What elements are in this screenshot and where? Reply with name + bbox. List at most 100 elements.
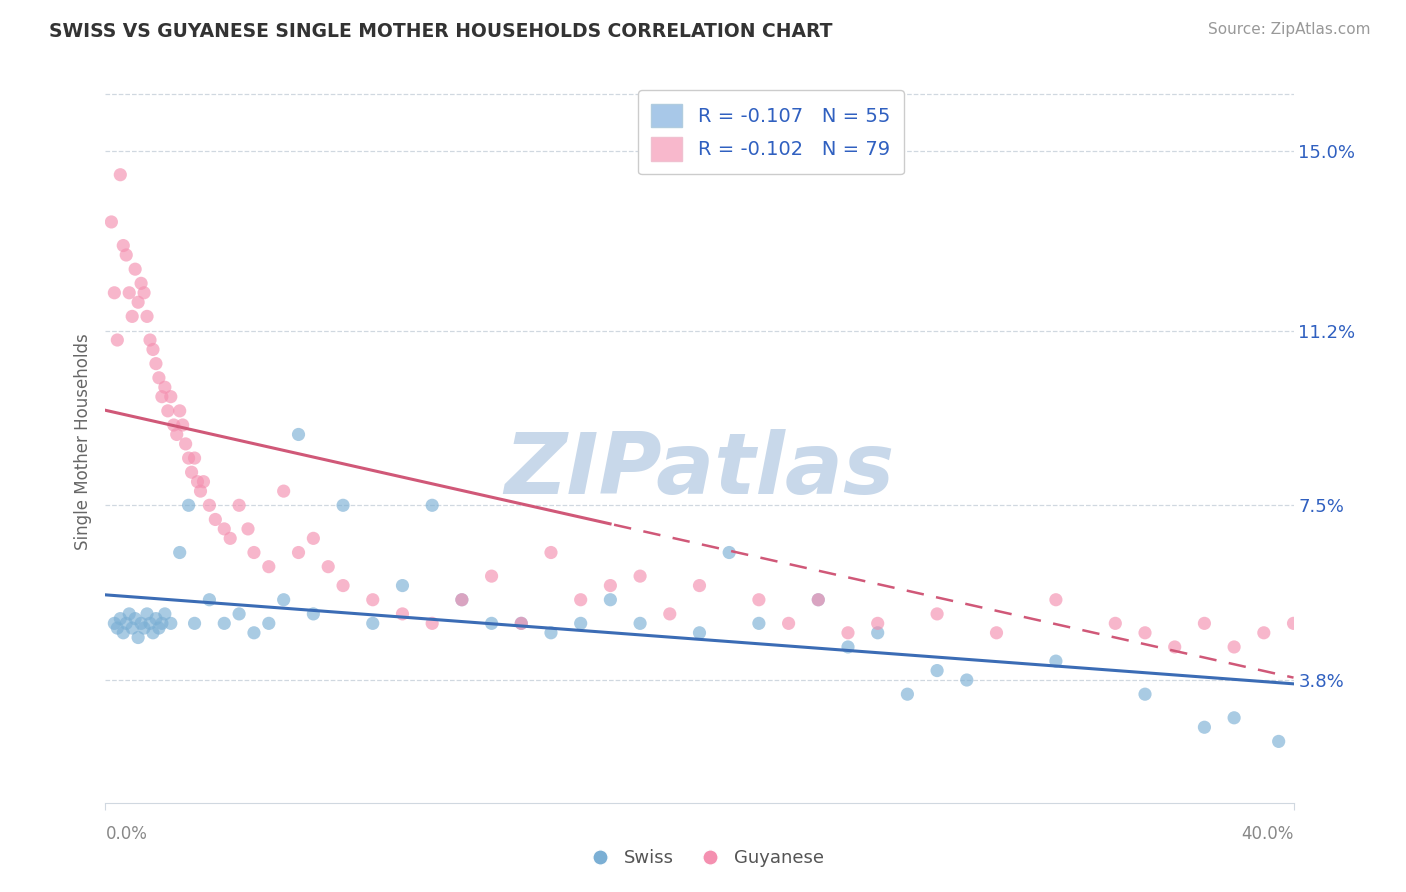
Point (110, 612, 132, 626)
Point (100, 215, 122, 229)
Point (658, 607, 681, 621)
Point (214, 522, 236, 536)
Point (1133, 625, 1156, 640)
Point (159, 390, 181, 404)
Point (628, 569, 651, 583)
Point (228, 498, 250, 512)
Point (718, 545, 741, 559)
Point (1223, 640, 1246, 654)
Point (1104, 616, 1126, 631)
Point (1045, 654, 1067, 668)
Point (748, 592, 770, 607)
Point (121, 621, 143, 635)
Point (148, 621, 170, 635)
Point (132, 285, 155, 300)
Point (450, 592, 472, 607)
Point (778, 616, 800, 631)
Point (956, 673, 979, 687)
Point (257, 559, 280, 574)
Point (112, 625, 135, 640)
Legend: R = -0.107   N = 55, R = -0.102   N = 79: R = -0.107 N = 55, R = -0.102 N = 79 (638, 90, 904, 175)
Point (450, 592, 472, 607)
Point (145, 357, 167, 371)
Point (569, 592, 592, 607)
Point (153, 607, 176, 621)
Point (174, 437, 197, 451)
Point (163, 417, 186, 432)
Point (166, 427, 188, 442)
Point (599, 592, 621, 607)
Point (927, 664, 949, 678)
Point (219, 532, 242, 546)
Point (866, 625, 889, 640)
Point (807, 592, 830, 607)
Point (689, 578, 711, 592)
Point (183, 616, 205, 631)
Point (273, 484, 295, 499)
Point (1341, 640, 1364, 654)
Point (273, 592, 295, 607)
Y-axis label: Single Mother Households: Single Mother Households (75, 334, 93, 549)
Point (1282, 616, 1305, 631)
Point (153, 380, 176, 394)
Point (287, 427, 309, 442)
Point (198, 498, 221, 512)
Point (807, 592, 830, 607)
Point (186, 475, 208, 489)
Point (1045, 592, 1067, 607)
Point (302, 607, 325, 621)
Point (110, 168, 132, 182)
Point (1194, 720, 1216, 734)
Point (127, 295, 149, 310)
Point (540, 545, 562, 559)
Point (115, 248, 138, 262)
Point (132, 621, 155, 635)
Point (837, 625, 859, 640)
Point (689, 625, 711, 640)
Point (183, 451, 205, 466)
Point (316, 559, 339, 574)
Point (136, 607, 159, 621)
Point (129, 277, 152, 291)
Point (190, 484, 212, 499)
Point (129, 616, 152, 631)
Point (748, 616, 770, 631)
Text: SWISS VS GUYANESE SINGLE MOTHER HOUSEHOLDS CORRELATION CHART: SWISS VS GUYANESE SINGLE MOTHER HOUSEHOL… (49, 22, 832, 41)
Point (1267, 734, 1289, 748)
Point (569, 616, 592, 631)
Point (118, 607, 141, 621)
Point (420, 498, 443, 512)
Point (172, 417, 194, 432)
Point (142, 625, 165, 640)
Point (927, 607, 949, 621)
Point (193, 475, 215, 489)
Point (228, 607, 250, 621)
Point (1223, 711, 1246, 725)
Point (837, 640, 859, 654)
Point (124, 262, 146, 277)
Point (1371, 654, 1393, 668)
Point (481, 616, 503, 631)
Point (1164, 640, 1187, 654)
Point (103, 285, 125, 300)
Point (136, 310, 159, 324)
Point (599, 578, 621, 592)
Point (145, 612, 167, 626)
Point (896, 687, 918, 701)
Point (243, 545, 266, 559)
Point (1400, 625, 1406, 640)
Point (105, 333, 128, 347)
Text: 0.0%: 0.0% (105, 825, 148, 843)
Point (866, 616, 889, 631)
Legend: Swiss, Guyanese: Swiss, Guyanese (575, 842, 831, 874)
Point (257, 616, 280, 631)
Point (391, 578, 413, 592)
Point (540, 625, 562, 640)
Point (142, 343, 165, 357)
Point (121, 310, 143, 324)
Point (287, 545, 309, 559)
Text: ZIPatlas: ZIPatlas (505, 429, 894, 512)
Text: 40.0%: 40.0% (1241, 825, 1294, 843)
Point (118, 285, 141, 300)
Point (177, 498, 200, 512)
